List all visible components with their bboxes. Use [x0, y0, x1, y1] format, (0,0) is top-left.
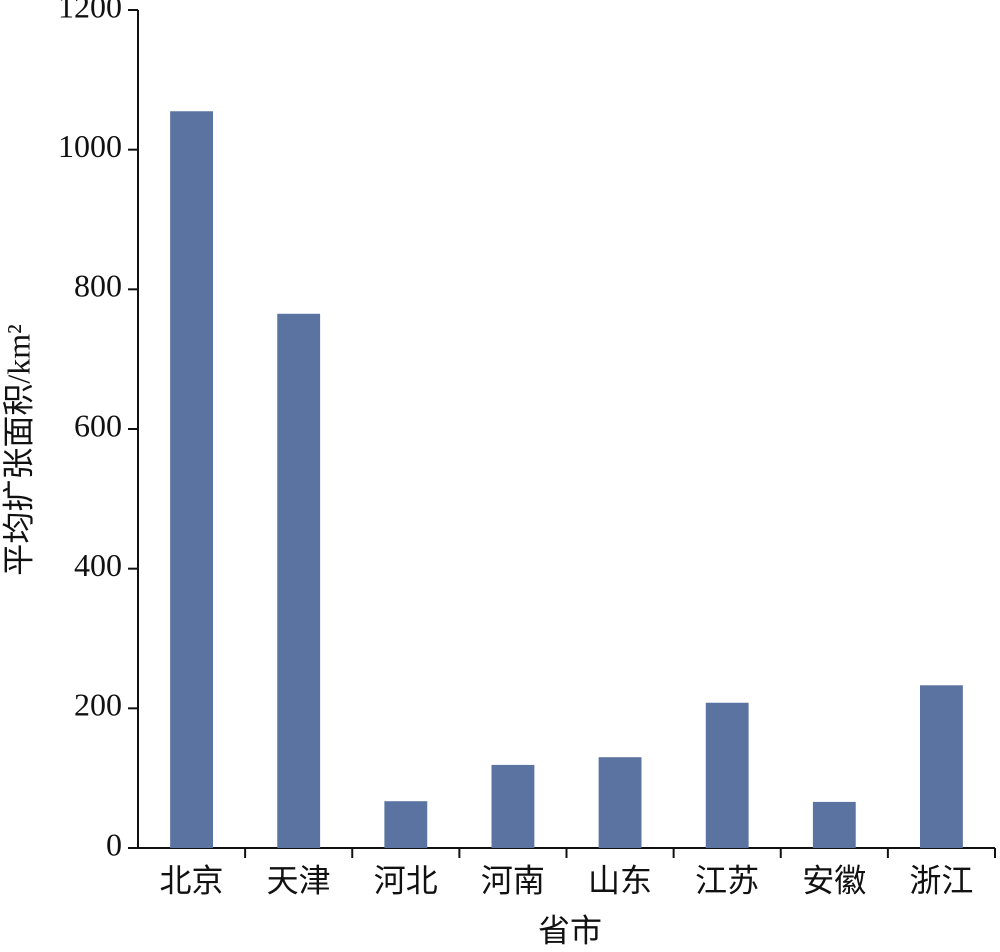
- bar: [705, 702, 749, 848]
- bar: [491, 764, 535, 848]
- bar: [384, 801, 428, 848]
- y-axis-label: 平均扩张面积/km²: [0, 324, 36, 575]
- bar: [277, 313, 321, 848]
- bar: [920, 685, 963, 848]
- y-tick-label: 800: [74, 268, 122, 304]
- bar: [812, 801, 856, 848]
- y-tick-label: 400: [74, 547, 122, 583]
- x-tick-label: 天津: [267, 862, 331, 898]
- x-tick-label: 安徽: [802, 862, 866, 898]
- x-tick-label: 江苏: [695, 862, 759, 898]
- x-tick-label: 河南: [481, 862, 545, 898]
- y-tick-label: 600: [74, 407, 122, 443]
- bar: [170, 111, 213, 849]
- x-axis-label: 省市: [538, 912, 602, 948]
- y-tick-label: 1000: [58, 128, 122, 164]
- x-tick-label: 山东: [588, 862, 652, 898]
- bar: [598, 757, 642, 848]
- y-tick-label: 0: [106, 826, 122, 862]
- x-tick-label: 北京: [160, 862, 224, 898]
- x-tick-label: 河北: [374, 862, 438, 898]
- x-tick-label: 浙江: [909, 862, 973, 898]
- y-tick-label: 200: [74, 687, 122, 723]
- y-tick-label: 1200: [58, 0, 122, 24]
